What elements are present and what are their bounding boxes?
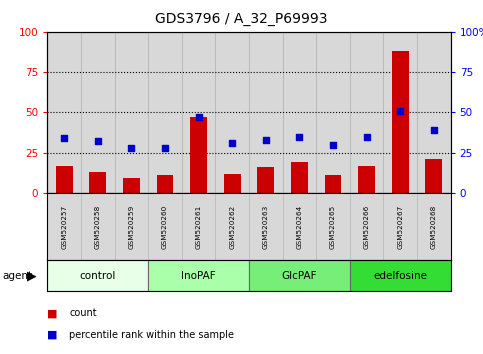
Text: GSM520260: GSM520260 xyxy=(162,205,168,249)
Bar xyxy=(224,173,241,193)
Bar xyxy=(316,32,350,193)
Point xyxy=(161,145,169,151)
Point xyxy=(262,137,270,143)
Bar xyxy=(325,175,341,193)
Bar xyxy=(182,32,215,193)
Bar xyxy=(47,260,148,291)
Bar xyxy=(384,32,417,193)
Bar xyxy=(350,32,384,193)
Text: GSM520259: GSM520259 xyxy=(128,205,134,249)
Text: GlcPAF: GlcPAF xyxy=(282,270,317,281)
Bar xyxy=(291,162,308,193)
Text: GSM520266: GSM520266 xyxy=(364,205,369,249)
Bar xyxy=(148,32,182,193)
Bar xyxy=(283,32,316,193)
Bar xyxy=(249,32,283,193)
Text: count: count xyxy=(69,308,97,318)
Text: ■: ■ xyxy=(47,308,58,318)
Bar xyxy=(358,166,375,193)
Bar xyxy=(123,178,140,193)
Text: GSM520264: GSM520264 xyxy=(297,205,302,249)
Text: GSM520265: GSM520265 xyxy=(330,205,336,249)
Text: GSM520267: GSM520267 xyxy=(397,205,403,249)
Bar xyxy=(190,117,207,193)
Point xyxy=(195,114,202,120)
Bar xyxy=(47,32,81,193)
Bar xyxy=(417,32,451,193)
Text: ▶: ▶ xyxy=(27,269,36,282)
Bar xyxy=(114,32,148,193)
Bar xyxy=(89,172,106,193)
Bar xyxy=(215,32,249,193)
Text: GSM520257: GSM520257 xyxy=(61,205,67,249)
Point xyxy=(296,134,303,139)
Text: GSM520258: GSM520258 xyxy=(95,205,101,249)
Text: percentile rank within the sample: percentile rank within the sample xyxy=(69,330,234,339)
Text: GSM520261: GSM520261 xyxy=(196,205,201,249)
Bar xyxy=(426,159,442,193)
Point xyxy=(94,138,101,144)
Bar xyxy=(257,167,274,193)
Point xyxy=(430,127,438,133)
Bar xyxy=(249,260,350,291)
Text: GSM520263: GSM520263 xyxy=(263,205,269,249)
Bar xyxy=(156,175,173,193)
Point xyxy=(397,108,404,114)
Text: GDS3796 / A_32_P69993: GDS3796 / A_32_P69993 xyxy=(155,12,328,27)
Bar xyxy=(56,166,72,193)
Text: agent: agent xyxy=(2,270,32,281)
Text: edelfosine: edelfosine xyxy=(373,270,427,281)
Text: control: control xyxy=(80,270,116,281)
Bar xyxy=(392,51,409,193)
Bar xyxy=(148,260,249,291)
Point xyxy=(363,134,370,139)
Point xyxy=(329,142,337,147)
Text: ■: ■ xyxy=(47,330,58,339)
Text: GSM520262: GSM520262 xyxy=(229,205,235,249)
Point xyxy=(128,145,135,151)
Text: InoPAF: InoPAF xyxy=(181,270,216,281)
Text: GSM520268: GSM520268 xyxy=(431,205,437,249)
Point xyxy=(228,140,236,146)
Bar xyxy=(81,32,114,193)
Point xyxy=(60,135,68,141)
Bar xyxy=(350,260,451,291)
